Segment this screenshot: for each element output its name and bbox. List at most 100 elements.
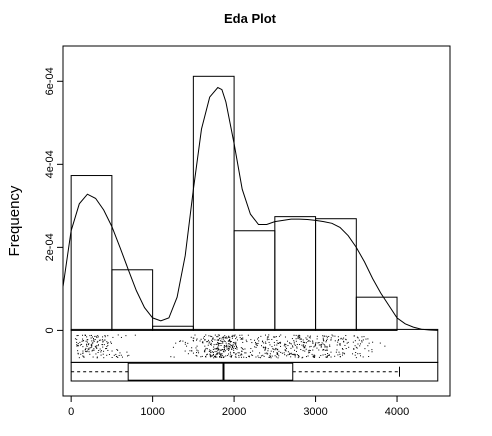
rug-point [110, 341, 112, 343]
rug-point [90, 334, 92, 336]
rug-point [198, 352, 200, 354]
rug-point [269, 353, 271, 355]
rug-point [91, 342, 93, 344]
rug-point [196, 338, 198, 340]
rug-point [293, 343, 295, 345]
rug-point [244, 348, 246, 350]
rug-point [255, 343, 257, 345]
rug-point [96, 341, 98, 343]
rug-point [116, 349, 118, 351]
rug-point [228, 345, 230, 347]
rug-point [322, 337, 324, 339]
rug-point [326, 340, 328, 342]
rug-point [79, 341, 81, 343]
rug-point [96, 337, 98, 339]
rug-point [84, 349, 86, 351]
rug-point [107, 349, 109, 351]
rug-point [89, 335, 91, 337]
rug-point [320, 345, 322, 347]
rug-point [274, 344, 276, 346]
rug-point [223, 349, 225, 351]
rug-point [234, 334, 236, 336]
rug-point [106, 342, 108, 344]
rug-point [197, 350, 199, 352]
rug-point [219, 355, 221, 357]
rug-point [293, 341, 295, 343]
rug-point [300, 341, 302, 343]
rug-point [86, 350, 88, 352]
rug-point [209, 355, 211, 357]
rug-point [77, 343, 79, 345]
rug-point [305, 342, 307, 344]
rug-point [91, 343, 93, 345]
rug-point [80, 353, 82, 355]
rug-point [218, 345, 220, 347]
rug-point [276, 340, 278, 342]
rug-point [94, 335, 96, 337]
rug-point [97, 340, 99, 342]
rug-point [327, 353, 329, 355]
rug-point [286, 348, 288, 350]
rug-point [238, 352, 240, 354]
rug-point [268, 341, 270, 343]
rug-point [212, 348, 214, 350]
rug-point [86, 336, 88, 338]
rug-point [96, 356, 98, 358]
rug-point [312, 349, 314, 351]
rug-point [191, 347, 193, 349]
rug-point [74, 338, 76, 340]
rug-point [233, 341, 235, 343]
rug-point [235, 345, 237, 347]
rug-point [345, 338, 347, 340]
rug-point [330, 351, 332, 353]
rug-point [291, 352, 293, 354]
rug-point [76, 335, 78, 337]
rug-point [232, 346, 234, 348]
rug-point [309, 351, 311, 353]
rug-point [87, 348, 89, 350]
rug-point [213, 356, 215, 358]
rug-point [235, 353, 237, 355]
rug-point [316, 338, 318, 340]
rug-point [217, 342, 219, 344]
rug-point [305, 348, 307, 350]
rug-point [240, 356, 242, 358]
rug-point [309, 346, 311, 348]
rug-point [207, 341, 209, 343]
rug-point [242, 338, 244, 340]
rug-point [105, 348, 107, 350]
rug-point [216, 339, 218, 341]
rug-point [88, 349, 90, 351]
rug-point [240, 353, 242, 355]
rug-point [117, 349, 119, 351]
rug-point [93, 349, 95, 351]
rug-point [207, 344, 209, 346]
rug-point [89, 353, 91, 355]
rug-point [264, 346, 266, 348]
rug-point [210, 351, 212, 353]
rug-point [215, 356, 217, 358]
rug-point [217, 334, 219, 336]
rug-point [224, 345, 226, 347]
rug-point [241, 354, 243, 356]
rug-point [278, 342, 280, 344]
rug-point [304, 346, 306, 348]
rug-point [277, 342, 279, 344]
rug-point [302, 350, 304, 352]
rug-point [206, 348, 208, 350]
rug-point [313, 346, 315, 348]
rug-point [233, 347, 235, 349]
rug-point [208, 342, 210, 344]
rug-point [120, 354, 122, 356]
rug-point [353, 348, 355, 350]
rug-point [371, 349, 373, 351]
rug-point [104, 336, 106, 338]
rug-point [211, 339, 213, 341]
rug-point [292, 346, 294, 348]
rug-point [229, 344, 231, 346]
rug-point [356, 336, 358, 338]
rug-point [228, 353, 230, 355]
rug-point [190, 336, 192, 338]
rug-point [107, 335, 109, 337]
rug-point [215, 343, 217, 345]
